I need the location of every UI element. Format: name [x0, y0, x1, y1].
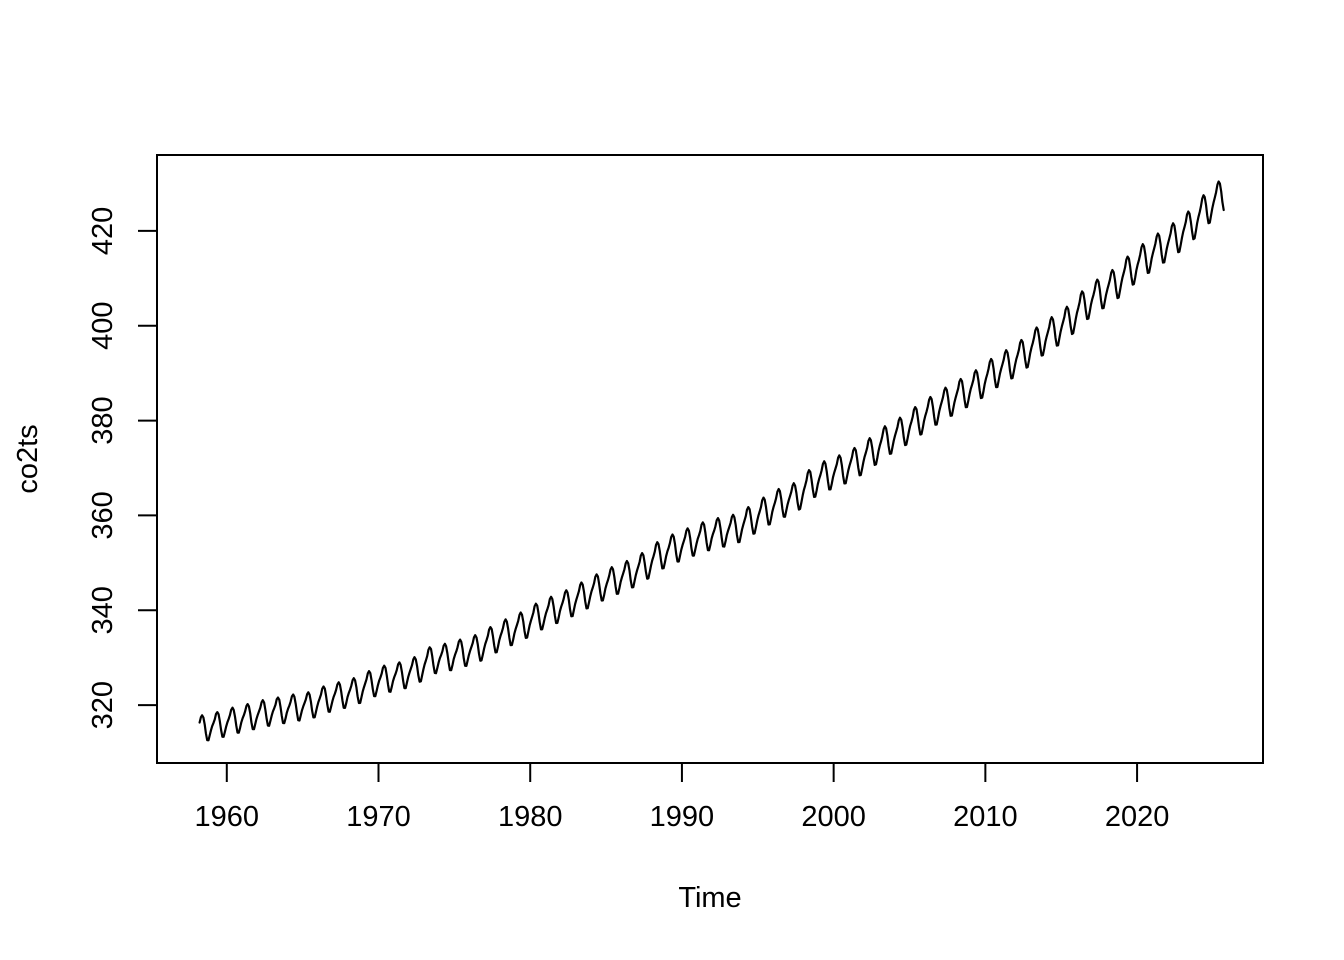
x-axis-label: Time [678, 882, 741, 914]
x-tick-label: 2010 [953, 801, 1018, 833]
x-axis-tick-labels: 1960 1970 1980 1990 2000 2010 2020 [195, 801, 1170, 833]
y-tick-label: 420 [87, 207, 119, 255]
y-tick-label: 320 [87, 681, 119, 729]
co2-series-line [198, 180, 1225, 742]
y-axis-tick-labels: 320 340 360 380 400 420 [87, 207, 119, 730]
y-tick-label: 360 [87, 491, 119, 539]
y-tick-label: 340 [87, 586, 119, 634]
y-tick-label: 380 [87, 396, 119, 444]
y-axis-ticks [138, 229, 157, 707]
x-axis-ticks [225, 763, 1139, 782]
x-tick-label: 1960 [195, 801, 260, 833]
x-tick-label: 2000 [801, 801, 866, 833]
x-tick-label: 2020 [1105, 801, 1170, 833]
plot-border [156, 154, 1264, 764]
x-tick-label: 1990 [650, 801, 715, 833]
y-tick-label: 400 [87, 302, 119, 350]
y-axis-label: co2ts [12, 424, 44, 493]
x-tick-label: 1970 [346, 801, 411, 833]
x-tick-label: 1980 [498, 801, 563, 833]
